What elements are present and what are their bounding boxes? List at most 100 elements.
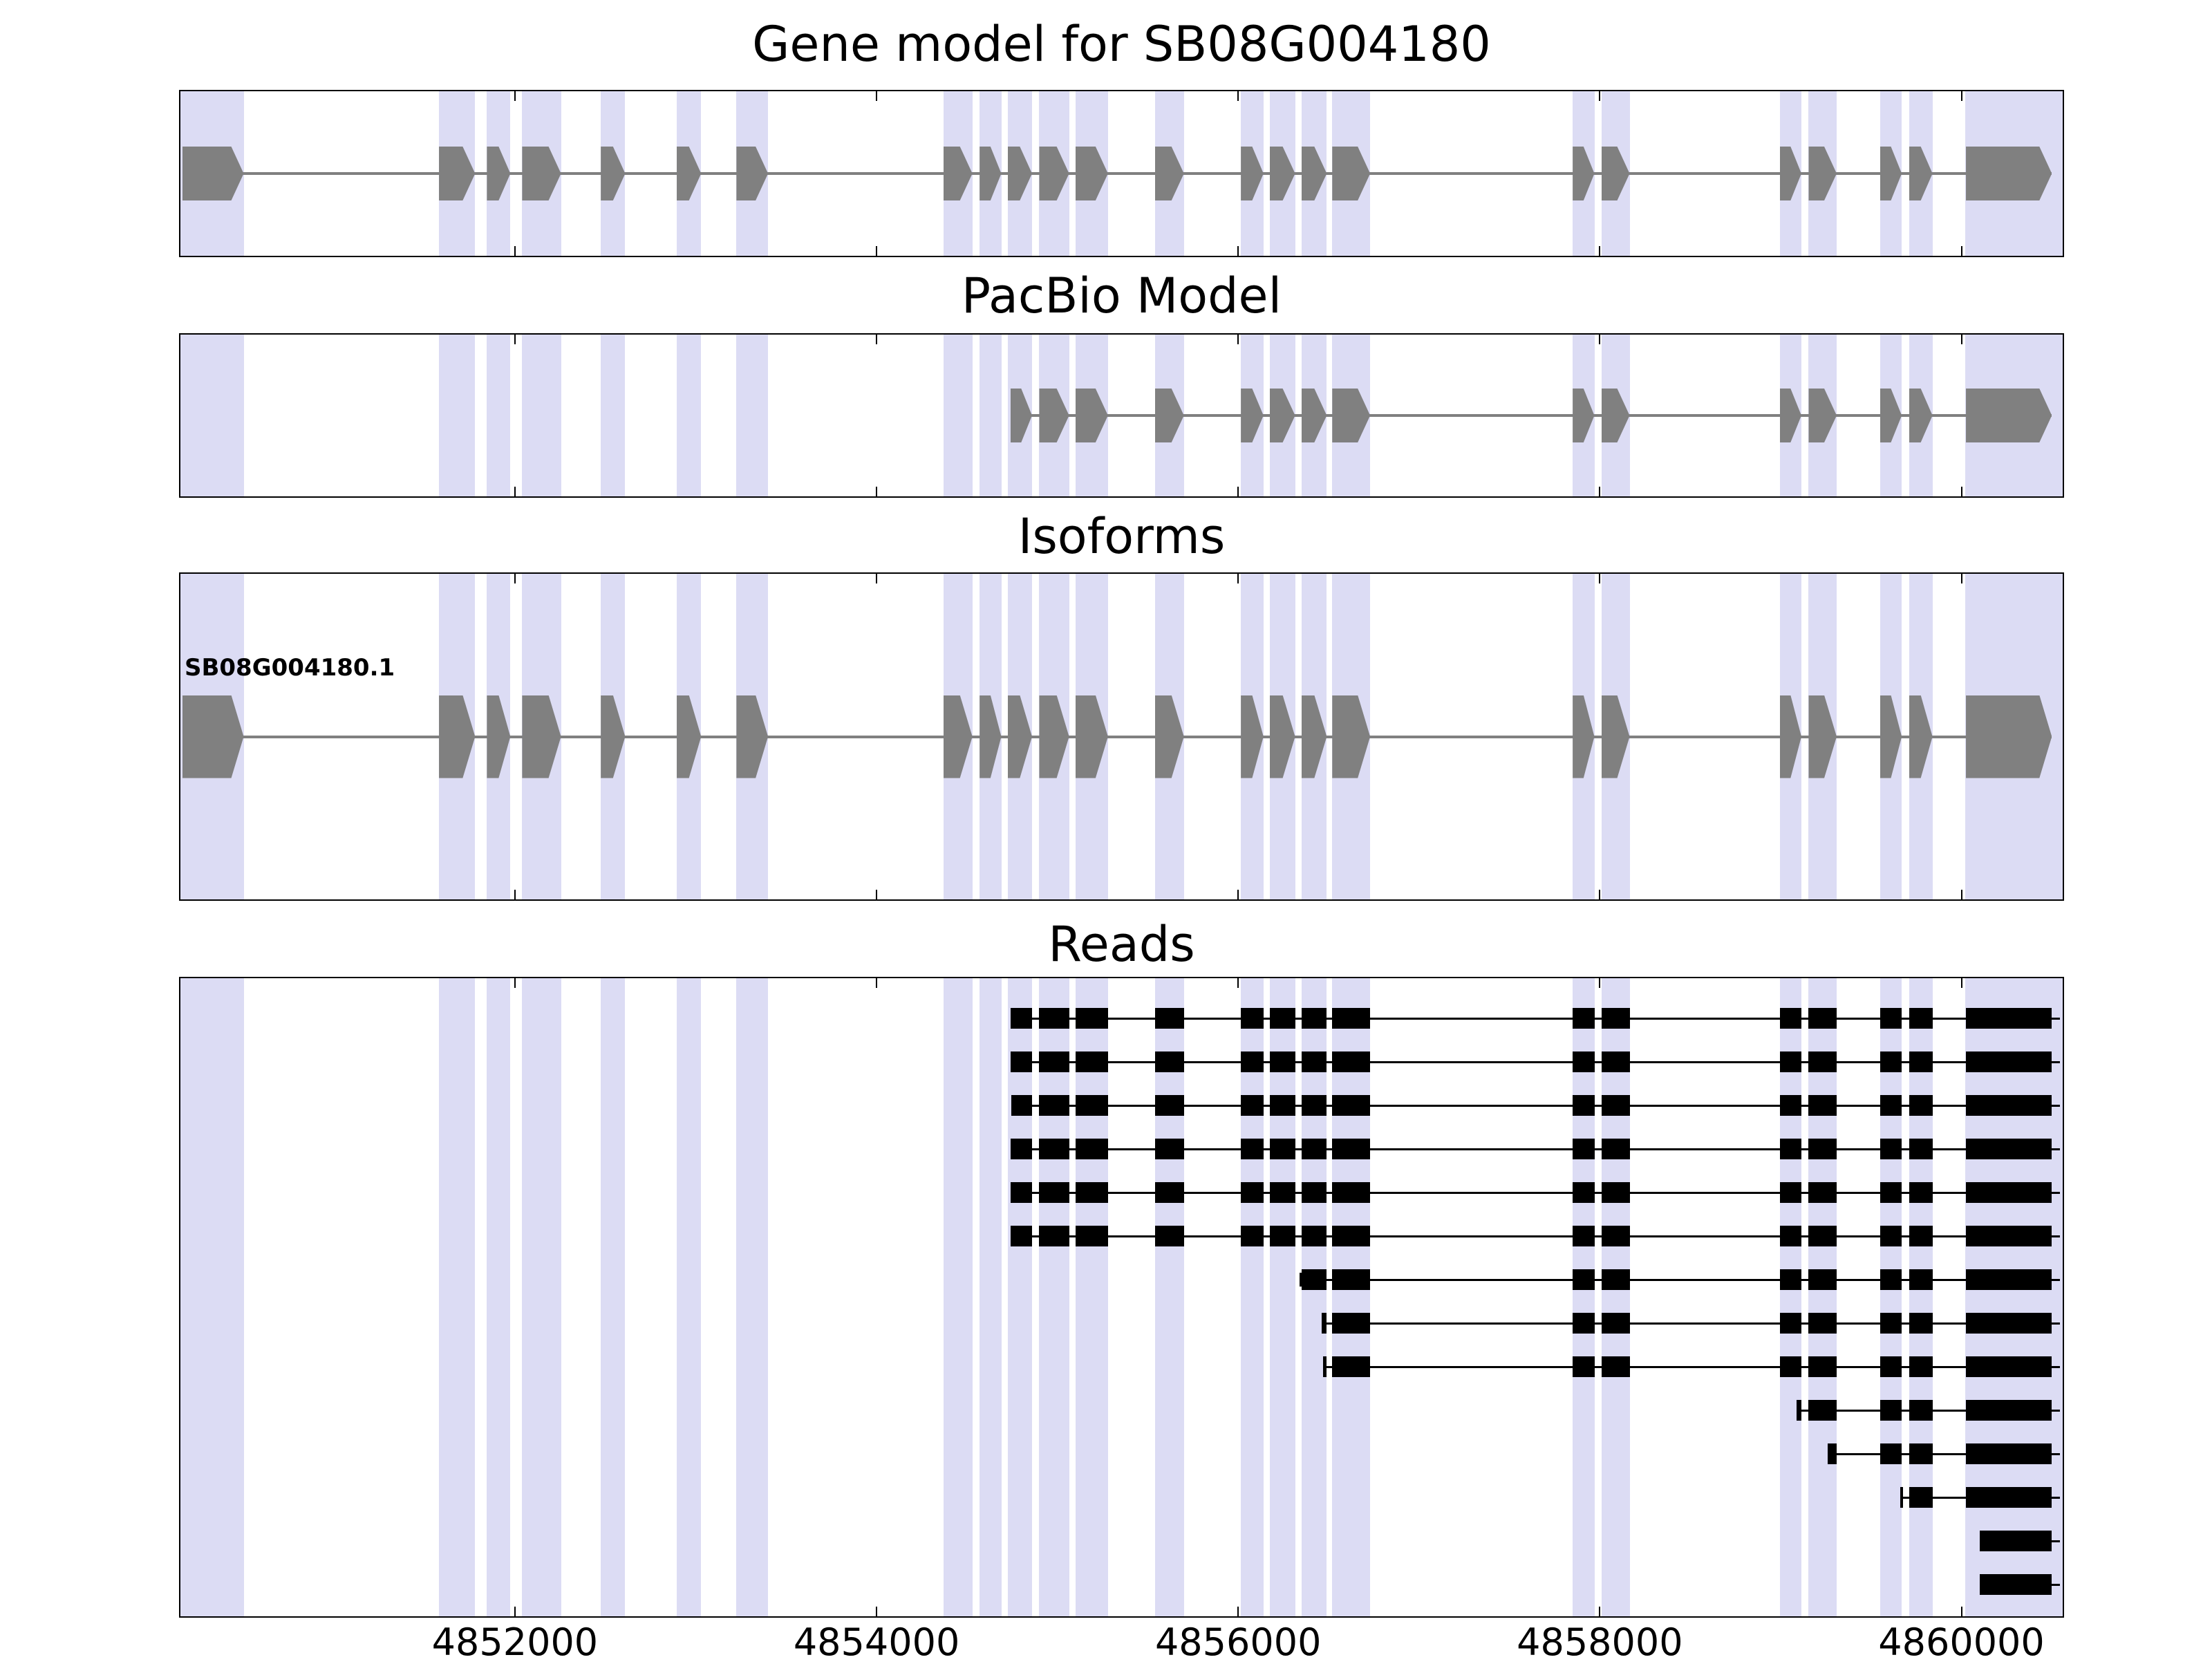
exon-shading-band <box>980 978 1002 1616</box>
axis-tick <box>876 978 878 988</box>
read-exon-block <box>1075 1182 1108 1203</box>
read-exon-block <box>1979 1574 2052 1595</box>
read-exon-block <box>1154 1182 1184 1203</box>
exon-shading-band <box>1880 978 1902 1616</box>
exon-shading-band <box>677 335 702 496</box>
read-exon-block <box>1332 1269 1371 1290</box>
read-exon-block <box>1779 1051 1801 1072</box>
axis-tick <box>1237 890 1239 899</box>
read-exon-block <box>1601 1182 1630 1203</box>
read-exon-block <box>1880 1182 1902 1203</box>
axis-tick <box>1237 574 1239 583</box>
exon-shading-band <box>1301 978 1327 1616</box>
read-exon-block <box>1880 1313 1902 1334</box>
read-line <box>1300 1279 2061 1281</box>
axis-tick <box>514 487 516 496</box>
read-exon-block <box>1808 1051 1837 1072</box>
read-exon-block <box>1301 1182 1327 1203</box>
read-line <box>1321 1322 2061 1325</box>
exon-block <box>182 147 244 200</box>
axis-tick <box>1960 890 1962 899</box>
axis-tick <box>876 1607 878 1616</box>
axis-tick <box>1960 335 1962 344</box>
read-exon-block <box>1966 1051 2052 1072</box>
intron-line <box>182 172 2052 175</box>
panel-reads <box>179 977 2064 1618</box>
exon-shading-band <box>1808 978 1837 1616</box>
x-tick-label: 4860000 <box>1878 1620 2045 1664</box>
read-exon-block <box>1301 1095 1327 1116</box>
read-exon-block <box>1808 1008 1837 1029</box>
read-exon-block <box>1301 1226 1327 1246</box>
panel-pacbio-model <box>179 333 2064 498</box>
read-exon-block <box>1909 1269 1933 1290</box>
read-exon-block <box>1301 1269 1327 1290</box>
read-exon-block <box>1241 1051 1264 1072</box>
read-exon-block <box>1332 1226 1371 1246</box>
read-exon-block <box>1039 1182 1069 1203</box>
read-exon-block <box>1573 1008 1595 1029</box>
read-exon-block <box>1269 1051 1295 1072</box>
exon-shading-band <box>943 335 973 496</box>
read-line <box>1011 1105 2061 1107</box>
exon-block <box>1966 389 2052 442</box>
read-exon-block <box>1779 1269 1801 1290</box>
read-exon-block <box>1573 1269 1595 1290</box>
read-exon-block <box>1909 1356 1933 1377</box>
read-exon-block <box>1039 1095 1069 1116</box>
exon-block <box>182 695 244 778</box>
read-exon-block <box>1966 1139 2052 1159</box>
read-exon-block <box>1269 1182 1295 1203</box>
read-exon-block <box>1601 1051 1630 1072</box>
panel-title-pacbio-model: PacBio Model <box>961 268 1282 324</box>
exon-shading-band <box>943 978 973 1616</box>
intron-line <box>182 735 2052 738</box>
axis-tick <box>1599 1607 1601 1616</box>
read-exon-block <box>1241 1008 1264 1029</box>
read-exon-block <box>1075 1095 1108 1116</box>
exon-shading-band <box>1241 978 1264 1616</box>
read-exon-block <box>1573 1139 1595 1159</box>
axis-tick <box>1237 335 1239 344</box>
read-exon-block <box>1241 1139 1264 1159</box>
read-exon-block <box>1323 1356 1327 1377</box>
panel-title-reads: Reads <box>1048 916 1195 973</box>
read-exon-block <box>1601 1356 1630 1377</box>
axis-tick <box>876 335 878 344</box>
read-exon-block <box>1880 1443 1902 1464</box>
read-line <box>1010 1235 2061 1237</box>
exon-shading-band <box>980 335 1002 496</box>
axis-tick <box>876 890 878 899</box>
read-exon-block <box>1966 1095 2052 1116</box>
panel-gene-model <box>179 90 2064 257</box>
axis-tick <box>1960 246 1962 256</box>
read-exon-block <box>1601 1226 1630 1246</box>
read-exon-block <box>1909 1400 1933 1421</box>
exon-shading-band <box>1573 978 1595 1616</box>
read-exon-block <box>1880 1400 1902 1421</box>
axis-tick <box>1237 1607 1239 1616</box>
read-exon-block <box>1966 1487 2052 1508</box>
read-exon-block <box>1779 1226 1801 1246</box>
exon-shading-band <box>677 978 702 1616</box>
axis-tick <box>1599 91 1601 101</box>
isoform-label: SB08G004180.1 <box>185 653 395 682</box>
read-exon-block <box>1573 1182 1595 1203</box>
exon-shading-band <box>1779 978 1801 1616</box>
exon-shading-band <box>1154 978 1184 1616</box>
read-exon-block <box>1880 1139 1902 1159</box>
read-exon-block <box>1154 1051 1184 1072</box>
read-exon-block <box>1909 1008 1933 1029</box>
read-exon-block <box>1573 1051 1595 1072</box>
axis-tick <box>514 1607 516 1616</box>
read-exon-block <box>1075 1008 1108 1029</box>
exon-shading-band <box>439 978 476 1616</box>
axis-tick <box>1237 91 1239 101</box>
read-exon-block <box>1966 1269 2052 1290</box>
read-line <box>1010 1192 2061 1194</box>
exon-shading-band <box>487 978 511 1616</box>
read-exon-block <box>1241 1226 1264 1246</box>
read-exon-block <box>1075 1226 1108 1246</box>
read-exon-block <box>1039 1226 1069 1246</box>
